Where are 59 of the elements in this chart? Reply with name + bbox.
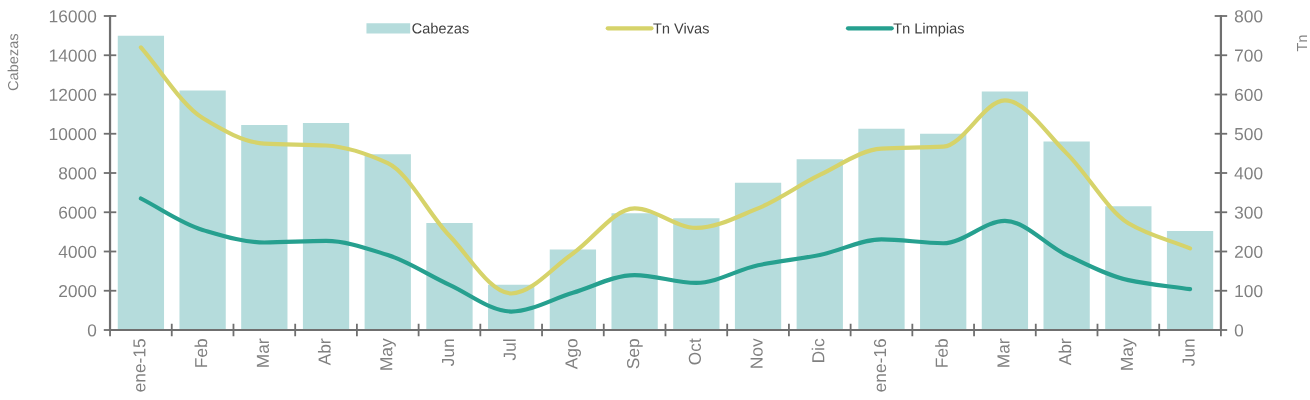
y-tick-label: 16000 (49, 10, 97, 23)
bar (858, 128, 905, 330)
y2-tick-label: 0 (1234, 324, 1244, 337)
x-tick-label: Ago (565, 339, 581, 370)
y-tick-label: 4000 (58, 245, 97, 258)
bar (1166, 230, 1214, 330)
y-axis-title: Cabezas (7, 33, 19, 91)
bar (734, 182, 782, 330)
bar (920, 133, 967, 330)
y2-tick-label: 500 (1234, 127, 1263, 141)
x-tick-label: Feb (935, 339, 948, 367)
x-tick-label: May (1120, 338, 1137, 370)
y2-tick-label: 600 (1235, 88, 1263, 101)
y-tick-label: 12000 (49, 88, 97, 101)
x-tick-label: Jun (1182, 339, 1195, 367)
bar (241, 124, 288, 330)
bar (117, 35, 165, 330)
y2-tick-label: 100 (1235, 284, 1263, 298)
y-tick-label: 0 (87, 324, 97, 337)
x-tick-label: Mar (256, 338, 269, 367)
bar (1043, 141, 1090, 330)
bar (673, 218, 720, 330)
y2-tick-label: 200 (1234, 245, 1263, 258)
bar (364, 154, 411, 330)
y2-tick-label: 300 (1234, 206, 1263, 219)
x-tick-label: May (380, 338, 396, 370)
x-tick-label: Feb (194, 339, 208, 367)
y2-axis-title: Tn (1297, 35, 1308, 52)
x-tick-label: Jun (442, 339, 455, 367)
bar (426, 223, 473, 330)
legend-label: Cabezas (412, 22, 469, 34)
bar (611, 213, 658, 330)
line-series (138, 196, 1193, 314)
y-tick-label: 2000 (59, 284, 97, 298)
x-tick-label: Dic (811, 338, 825, 362)
x-tick-label: Sep (626, 339, 643, 369)
bar (1105, 206, 1152, 330)
bar (981, 91, 1029, 330)
y-tick-label: 10000 (49, 127, 97, 141)
x-tick-label: Mar (997, 338, 1010, 367)
y-tick-label: 14000 (49, 49, 97, 62)
legend-label: Tn Vivas (653, 22, 709, 34)
y-tick-label: 8000 (58, 167, 97, 180)
x-tick-label: ene-16 (873, 339, 887, 392)
y-tick-label: 6000 (59, 206, 97, 219)
x-tick-label: Abr (1058, 338, 1072, 366)
x-tick-label: Jul (503, 339, 516, 361)
legend-label: Tn Limpias (893, 22, 964, 37)
bar (302, 122, 350, 330)
y2-tick-label: 400 (1234, 167, 1263, 180)
x-tick-label: Abr (317, 338, 331, 366)
y2-tick-label: 800 (1234, 10, 1263, 23)
line-series (138, 45, 1193, 296)
x-tick-label: ene-15 (133, 339, 146, 392)
x-tick-label: Nov (750, 338, 763, 368)
y2-tick-label: 700 (1235, 49, 1263, 62)
x-tick-label: Oct (688, 338, 701, 365)
bar (179, 90, 226, 330)
bar (796, 159, 843, 330)
